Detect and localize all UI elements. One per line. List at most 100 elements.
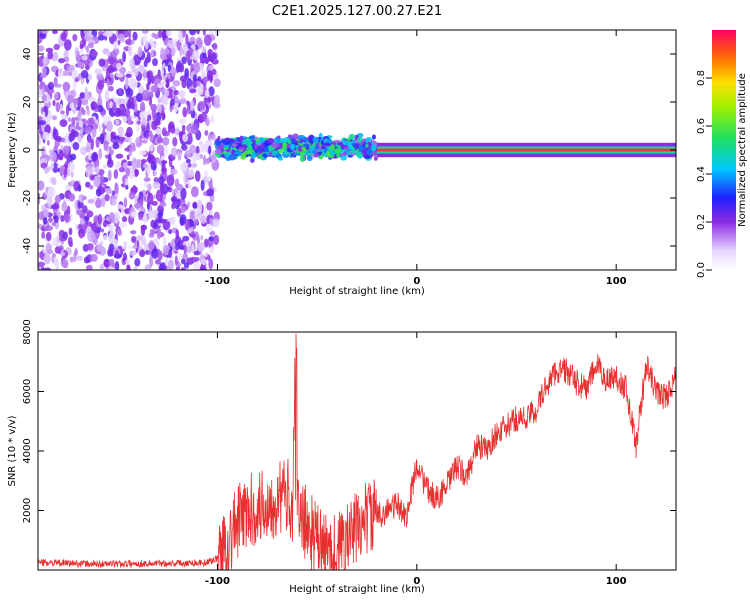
spectrogram-noise-blob — [136, 235, 143, 242]
spectrogram-noise-blob — [85, 141, 92, 153]
spectrogram-noise-blob — [41, 30, 49, 34]
spectrogram-noise-blob — [160, 67, 165, 77]
spectrogram-noise-blob — [152, 164, 157, 171]
spectrogram-noise-blob — [108, 66, 117, 73]
spectrogram-noise-blob — [125, 184, 129, 190]
spectrogram-noise-blob — [106, 158, 114, 168]
spectrogram-noise-blob — [38, 120, 47, 126]
spectrogram-band-blob — [366, 148, 373, 156]
spectrogram-noise-blob — [127, 102, 135, 109]
snr-ticks: -100 0 100 2000 4000 6000 8000 — [22, 319, 676, 587]
spectrogram-noise-blob — [123, 108, 131, 117]
colorbar-label: Normalized spectral amplitude — [737, 73, 748, 227]
spectrogram-noise-blob — [101, 216, 105, 222]
spectrogram-band-blob — [358, 144, 363, 152]
spectrogram-noise-blob — [114, 182, 119, 195]
spectrogram-band-blob — [215, 148, 222, 155]
spectrogram-noise-blob — [154, 259, 161, 265]
spectrogram-noise-blob — [86, 243, 94, 251]
spectrogram-noise-blob — [63, 39, 72, 51]
spectrogram-noise-blob — [121, 216, 128, 223]
spectrogram-band-blob — [334, 148, 341, 154]
spectrogram-noise-blob — [140, 158, 148, 164]
spectrogram-noise-blob — [72, 80, 77, 92]
spectrogram-noise-blob — [62, 81, 71, 92]
spectrogram-noise-blob — [52, 30, 58, 35]
spectrogram-noise-blob — [125, 77, 129, 90]
spectrogram-carrier-core — [376, 148, 676, 152]
spectrogram-noise-blob — [201, 258, 207, 266]
spectrogram-band-blob — [238, 146, 246, 151]
spectrogram-noise-blob — [102, 235, 109, 240]
spectrogram-noise-blob — [133, 68, 139, 77]
spectrogram-noise-blob — [176, 183, 184, 191]
spectrogram-noise-blob — [97, 30, 104, 36]
spectrogram-noise-blob — [116, 107, 123, 117]
spectrogram-noise-blob — [145, 250, 150, 255]
spectrogram-noise-blob — [196, 39, 203, 46]
spectrogram-band-blob — [372, 149, 378, 157]
spectrogram-band-blob — [323, 142, 331, 146]
spectrogram-noise-blob — [132, 244, 138, 250]
spectrogram-noise-blob — [127, 264, 131, 270]
spectrogram-noise-blob — [112, 142, 120, 150]
spectrogram-noise-blob — [118, 167, 125, 173]
spectrogram-noise-blob — [54, 195, 62, 204]
spectrogram-noise-blob — [170, 168, 178, 175]
spectrogram-noise-blob — [115, 250, 119, 256]
spectrogram-noise-blob — [146, 122, 150, 134]
spectrogram-noise-blob — [159, 181, 164, 192]
spectrogram-noise-blob — [100, 228, 104, 233]
spectrogram-band-blob — [256, 138, 261, 142]
spectrogram-noise-blob — [77, 223, 86, 231]
spectrogram-noise-blob — [204, 89, 210, 99]
spectrogram-noise-blob — [104, 89, 110, 102]
spectrogram-noise-blob — [166, 30, 172, 37]
spectrogram-noise-blob — [38, 56, 45, 67]
spectrogram-noise-blob — [193, 218, 199, 225]
y-tick-label: 6000 — [22, 379, 33, 404]
spectrogram-noise-blob — [68, 193, 76, 202]
spectrogram-noise-blob — [119, 66, 127, 74]
spectrogram-noise-blob — [168, 249, 173, 258]
spectrogram-noise-blob — [109, 100, 114, 109]
spectrogram-noise-blob — [128, 30, 132, 40]
spectrogram-noise-blob — [107, 248, 114, 257]
spectrogram-noise-blob — [87, 42, 94, 49]
spectrogram-band-blob — [282, 142, 288, 148]
spectrogram-noise-blob — [206, 188, 214, 197]
spectrogram-band-blob — [253, 143, 258, 151]
spectrogram-noise-blob — [38, 196, 41, 205]
spectrogram-noise-blob — [68, 227, 73, 236]
spectrogram-noise-blob — [47, 186, 56, 198]
spectrogram-band-blob — [328, 149, 336, 156]
spectrogram-noise-blob — [193, 62, 201, 74]
spectrogram-noise-blob — [179, 75, 188, 83]
spectrogram-noise-blob — [80, 146, 87, 156]
spectrogram-band-blob — [357, 136, 363, 143]
spectrogram-noise-blob — [144, 39, 149, 50]
spectrogram-noise-blob — [143, 177, 151, 182]
spectrogram-noise-blob — [150, 49, 154, 59]
spectrogram-noise-blob — [108, 258, 115, 268]
spectrogram-noise-blob — [70, 128, 76, 141]
spectrogram-band-blob — [312, 136, 320, 143]
spectrogram-noise-blob — [84, 86, 88, 98]
spectrogram-noise-blob — [213, 234, 220, 246]
spectrogram-noise-blob — [98, 148, 102, 160]
spectrogram-noise-blob — [135, 92, 143, 103]
spectrogram-noise-blob — [88, 96, 96, 103]
spectrogram-noise-blob — [49, 151, 57, 162]
spectrogram-noise-blob — [112, 212, 120, 224]
spectrogram-noise-blob — [152, 58, 158, 67]
spectrogram-band-blob — [267, 137, 275, 144]
spectrogram-noise-blob — [156, 144, 165, 155]
spectrogram-noise-blob — [146, 70, 153, 79]
spectrogram-noise-blob — [116, 62, 122, 70]
spectrogram-noise-blob — [60, 214, 65, 223]
spectrogram-noise-blob — [149, 255, 154, 268]
spectrogram-band-blob — [228, 154, 237, 161]
spectrogram-noise-blob — [122, 115, 128, 123]
spectrogram-band-blob — [351, 149, 356, 154]
spectrogram-noise-blob — [148, 209, 153, 220]
